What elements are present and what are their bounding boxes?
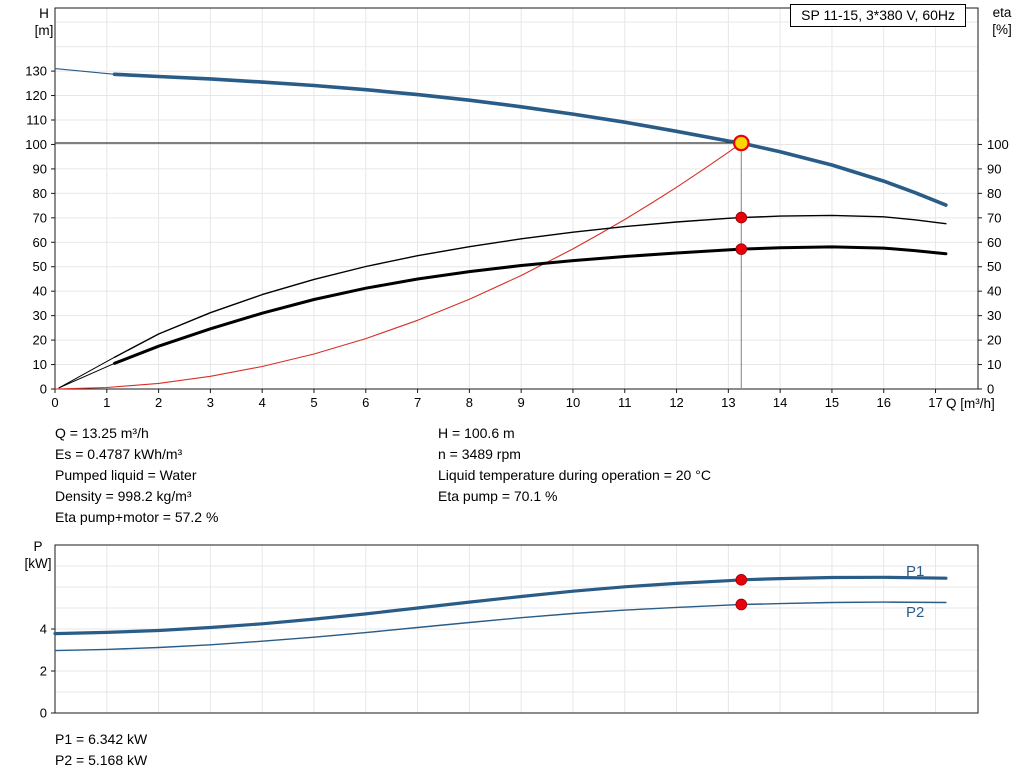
p-axis-title-unit: [kW] xyxy=(24,556,52,571)
y-tick-label: 40 xyxy=(33,284,47,299)
eta-pump-motor-curve xyxy=(113,245,948,365)
x-tick-label: 10 xyxy=(566,395,580,410)
y-tick-label: 130 xyxy=(25,64,47,79)
y2-tick-label: 40 xyxy=(987,284,1001,299)
x-tick-label: 6 xyxy=(362,395,369,410)
y-tick-label: 0 xyxy=(40,706,47,721)
eta-pump-curve xyxy=(113,214,947,358)
x-tick-label: 13 xyxy=(721,395,735,410)
x-tick-label: 14 xyxy=(773,395,787,410)
duty-point-dot xyxy=(735,243,748,255)
y2-tick-label: 70 xyxy=(987,210,1001,225)
operating-info-right: H = 100.6 m n = 3489 rpm Liquid temperat… xyxy=(438,423,711,507)
y-tick-label: 120 xyxy=(25,88,47,103)
q-axis-title: Q [m³/h] xyxy=(946,396,995,411)
x-tick-label: 0 xyxy=(51,395,58,410)
y2-tick-label: 0 xyxy=(987,382,994,397)
y-tick-label: 30 xyxy=(33,308,47,323)
duty-point-dot xyxy=(735,211,748,224)
y2-tick-label: 20 xyxy=(987,333,1001,348)
x-tick-label: 9 xyxy=(518,395,525,410)
duty-point-dot xyxy=(735,574,748,586)
y-tick-label: 4 xyxy=(40,622,47,637)
hq-eta-chart: 0 1 2 3 4 5 6 7 8 9 10 11 12 13 14 15 16 1701020304050607… xyxy=(25,7,1009,410)
y-tick-label: 100 xyxy=(25,137,47,152)
info-density: Density = 998.2 kg/m³ xyxy=(55,488,192,504)
eta-axis-title-symbol: eta xyxy=(992,5,1012,20)
y-tick-label: 0 xyxy=(40,382,47,397)
y2-tick-label: 60 xyxy=(987,235,1001,250)
x-tick-label: 7 xyxy=(414,395,421,410)
pump-model-box: SP 11-15, 3*380 V, 60Hz xyxy=(790,4,966,27)
p1-curve-label: P1 xyxy=(906,563,925,580)
y2-tick-label: 50 xyxy=(987,259,1001,274)
y2-tick-label: 80 xyxy=(987,186,1001,201)
x-tick-label: 4 xyxy=(259,395,266,410)
x-tick-label: 3 xyxy=(207,395,214,410)
info-n: n = 3489 rpm xyxy=(438,446,521,462)
operating-info-left: Q = 13.25 m³/h Es = 0.4787 kWh/m³ Pumped… xyxy=(55,423,218,528)
y-tick-label: 80 xyxy=(33,186,47,201)
y-tick-label: 50 xyxy=(33,259,47,274)
info-h: H = 100.6 m xyxy=(438,425,515,441)
y-tick-label: 110 xyxy=(26,113,47,128)
y2-tick-label: 90 xyxy=(987,161,1001,176)
h-axis-title: H [m] xyxy=(24,5,64,39)
x-tick-label: 8 xyxy=(466,395,473,410)
y2-tick-label: 30 xyxy=(987,308,1001,323)
eta-pump-motor-lead xyxy=(58,362,116,389)
info-eta-pump-motor: Eta pump+motor = 57.2 % xyxy=(55,509,219,525)
eta-pump-lead xyxy=(58,356,116,389)
y-tick-label: 10 xyxy=(33,357,47,372)
p2-curve xyxy=(54,601,947,652)
x-tick-label: 16 xyxy=(876,395,890,410)
y-tick-label: 2 xyxy=(40,664,47,679)
h-axis-title-symbol: H xyxy=(39,6,49,21)
p2-curve-label: P2 xyxy=(906,604,925,621)
x-tick-label: 17 xyxy=(928,395,942,410)
eta-axis-title: eta [%] xyxy=(982,4,1022,38)
affinity-parabola xyxy=(54,142,742,390)
plot-border xyxy=(54,7,979,390)
power-chart: 0 2 4 xyxy=(40,544,979,721)
info-eta-pump: Eta pump = 70.1 % xyxy=(438,488,558,504)
x-tick-label: 11 xyxy=(618,395,632,410)
operating-point-marker xyxy=(732,134,750,152)
info-p1: P1 = 6.342 kW xyxy=(55,731,148,747)
y-tick-label: 70 xyxy=(33,210,47,225)
pump-model-label: SP 11-15, 3*380 V, 60Hz xyxy=(801,7,955,23)
power-info: P1 = 6.342 kW P2 = 5.168 kW xyxy=(55,729,147,771)
h-axis-title-unit: [m] xyxy=(34,23,54,38)
info-es: Es = 0.4787 kWh/m³ xyxy=(55,446,183,462)
info-p2: P2 = 5.168 kW xyxy=(55,752,148,768)
x-tick-label: 1 xyxy=(103,395,110,410)
x-tick-label: 15 xyxy=(825,395,839,410)
p1-curve xyxy=(53,575,948,636)
y-tick-label: 20 xyxy=(33,333,47,348)
x-tick-label: 5 xyxy=(310,395,317,410)
y2-tick-label: 100 xyxy=(987,137,1009,152)
pump-curve xyxy=(112,72,948,207)
x-tick-label: 12 xyxy=(669,395,683,410)
eta-axis-title-unit: [%] xyxy=(992,22,1012,37)
info-liquid-temp: Liquid temperature during operation = 20… xyxy=(438,467,711,483)
y2-tick-label: 10 xyxy=(987,357,1001,372)
duty-point-dot xyxy=(735,598,748,611)
y-tick-label: 90 xyxy=(33,161,47,176)
p-axis-title: P [kW] xyxy=(14,538,62,572)
pump-curve-lead xyxy=(54,68,116,75)
info-pumped-liquid: Pumped liquid = Water xyxy=(55,467,197,483)
info-q: Q = 13.25 m³/h xyxy=(55,425,149,441)
x-tick-label: 2 xyxy=(155,395,162,410)
y-tick-label: 60 xyxy=(33,235,47,250)
p-axis-title-symbol: P xyxy=(33,539,43,554)
